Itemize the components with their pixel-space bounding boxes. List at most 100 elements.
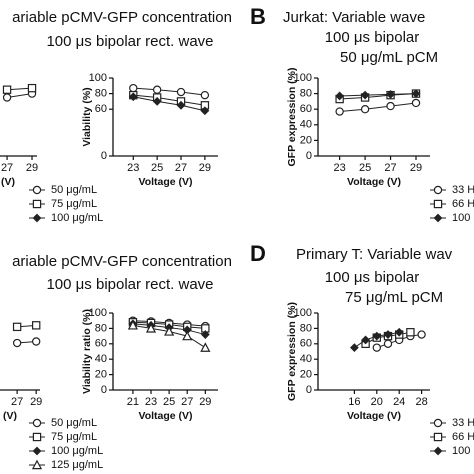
y-tick-label: 20: [300, 134, 312, 146]
x-axis-label: Voltage (V): [347, 410, 401, 422]
chart-title: Primary T: Variable wav: [296, 246, 453, 263]
legend-label: 75 μg/mL: [51, 198, 97, 210]
series-line: [339, 93, 417, 97]
data-point: [406, 328, 415, 337]
legend-label: 100: [452, 212, 470, 224]
y-axis-label: GFP expression (%): [286, 67, 298, 166]
data-point: [31, 337, 41, 346]
data-point: [200, 90, 210, 100]
y-tick-label: 40: [300, 353, 312, 365]
legend-label: 100: [452, 445, 470, 457]
data-point: [350, 343, 359, 353]
legend-marker: [32, 199, 42, 209]
x-tick-label: 28: [415, 396, 427, 408]
y-tick-label: 0: [306, 384, 312, 396]
data-point: [383, 330, 393, 339]
data-point: [164, 326, 175, 336]
legend-marker: [31, 459, 43, 470]
data-point: [145, 323, 157, 333]
x-tick-label: 23: [145, 396, 157, 408]
data-point: [2, 93, 12, 102]
legend-label: 50 μg/mL: [51, 417, 97, 429]
y-tick-label: 80: [300, 322, 312, 334]
legend-marker: [32, 213, 42, 223]
data-point: [360, 90, 370, 100]
legend-label: 50 μg/mL: [51, 184, 97, 196]
legend-marker: [433, 199, 443, 209]
x-tick-label: 27: [1, 162, 13, 174]
data-point: [200, 342, 211, 352]
data-point: [12, 338, 22, 348]
legend-label: 75 μg/mL: [51, 431, 97, 443]
chart-title: ariable pCMV-GFP concentration: [12, 9, 232, 26]
legend-label: 33 H: [452, 417, 474, 429]
y-axis-label: GFP expression (%): [286, 302, 298, 401]
data-point: [360, 104, 370, 114]
x-tick-label: 16: [348, 396, 360, 408]
data-point: [386, 101, 395, 111]
x-tick-label: 29: [30, 396, 42, 408]
x-axis-label: (V): [1, 176, 15, 188]
data-point: [12, 322, 22, 332]
data-point: [335, 91, 345, 101]
data-point: [394, 327, 404, 337]
x-tick-label: 27: [11, 396, 23, 408]
x-tick-label: 23: [334, 162, 346, 174]
legend-marker: [433, 418, 443, 428]
y-tick-label: 80: [300, 88, 312, 100]
y-tick-label: 100: [294, 307, 312, 319]
x-tick-label: 29: [26, 162, 38, 174]
y-tick-label: 0: [101, 150, 107, 162]
series-line: [339, 102, 417, 113]
data-point: [386, 89, 395, 99]
legend-marker: [32, 185, 42, 195]
data-point: [411, 89, 421, 98]
data-point: [372, 343, 381, 352]
series-line: [133, 94, 205, 106]
chart-title: 75 μg/mL pCM: [345, 289, 443, 306]
legend-label: 33 H: [452, 184, 474, 196]
data-point: [200, 106, 210, 116]
data-point: [152, 97, 162, 106]
series-line: [6, 93, 33, 98]
legend-label: 100 μg/mL: [51, 212, 103, 224]
y-tick-label: 40: [300, 119, 312, 131]
x-tick-label: 29: [410, 162, 422, 174]
y-axis-label: Viability ratio (%): [81, 309, 93, 394]
x-tick-label: 29: [199, 396, 211, 408]
legend-label: 100 μg/mL: [51, 445, 103, 457]
y-tick-label: 60: [300, 338, 312, 350]
data-point: [128, 92, 138, 102]
data-point: [2, 85, 12, 94]
series-line: [133, 96, 205, 112]
y-tick-label: 0: [306, 150, 312, 162]
legend-label: 66 H: [452, 198, 474, 210]
data-point: [383, 339, 393, 348]
data-point: [361, 335, 370, 345]
panel-label: D: [250, 241, 266, 266]
data-point: [372, 331, 382, 341]
chart-title: 50 μg/mL pCM: [340, 49, 438, 66]
x-tick-label: 25: [163, 396, 175, 408]
data-point: [335, 107, 344, 116]
data-point: [176, 100, 186, 110]
data-point: [31, 321, 41, 330]
chart-title: 100 μs bipolar rect. wave: [46, 276, 213, 293]
chart-title: 100 μs bipolar: [325, 269, 420, 286]
data-point: [127, 319, 139, 330]
data-point: [152, 85, 162, 94]
data-point: [411, 98, 421, 108]
data-point: [417, 330, 426, 339]
chart-title: 100 μs bipolar: [325, 29, 420, 46]
x-tick-label: 27: [175, 162, 187, 174]
legend-label: 125 μg/mL: [51, 459, 103, 471]
x-axis-label: (V): [3, 410, 17, 422]
data-point: [176, 87, 186, 97]
chart-title: ariable pCMV-GFP concentration: [12, 253, 232, 270]
y-tick-label: 0: [101, 384, 107, 396]
x-tick-label: 24: [393, 396, 405, 408]
y-tick-label: 60: [95, 338, 107, 350]
data-point: [27, 83, 37, 93]
x-tick-label: 27: [384, 162, 396, 174]
